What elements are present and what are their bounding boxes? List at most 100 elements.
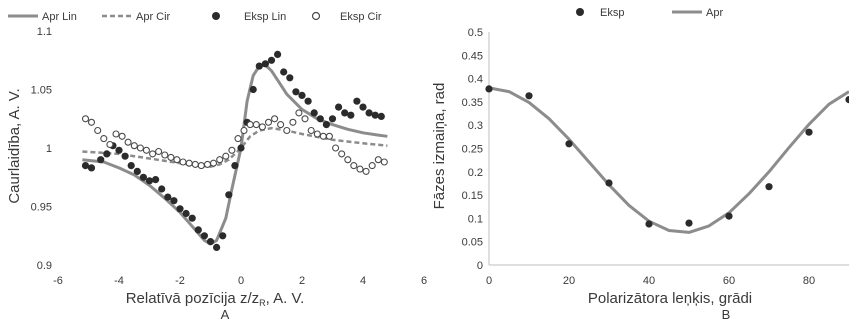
chart-b-ytick: 0: [477, 260, 483, 272]
chart-a-point-eksp-cir: [362, 167, 370, 175]
chart-a-ytick: 0.95: [31, 202, 52, 214]
chart-a-ytick: 1: [46, 143, 52, 155]
chart-b-ytick: 0.05: [462, 237, 483, 249]
chart-a-point-eksp-lin: [359, 103, 367, 111]
chart-a-point-eksp-lin: [316, 115, 324, 123]
chart-a-point-eksp-cir: [185, 159, 193, 167]
chart-b-point-eksp: [845, 96, 849, 104]
legend-apr-lin-label: Apr Lin: [42, 11, 77, 23]
chart-a-point-eksp-cir: [301, 115, 309, 123]
chart-a-point-eksp-lin: [347, 111, 355, 119]
chart-a-point-eksp-lin: [322, 121, 330, 129]
chart-a-series-apr-cir: [82, 126, 388, 168]
chart-a-point-eksp-lin: [81, 162, 90, 170]
legend-apr-label: Apr: [706, 7, 723, 19]
chart-b-xtick: 0: [486, 275, 492, 287]
chart-a-point-eksp-lin: [280, 68, 288, 76]
chart-a-point-eksp-lin: [152, 176, 160, 184]
chart-a-point-eksp-cir: [307, 126, 315, 135]
chart-a-point-eksp-cir: [161, 151, 169, 159]
chart-a-xtick: 2: [299, 275, 305, 287]
chart-a-point-eksp-lin: [164, 193, 172, 201]
chart-a-xtick: -2: [175, 275, 185, 287]
chart-a-point-eksp-cir: [87, 118, 96, 126]
chart-a-point-eksp-lin: [231, 162, 239, 170]
chart-a-point-eksp-cir: [118, 132, 126, 140]
chart-b-ytick: 0.4: [468, 74, 483, 86]
chart-a-point-eksp-cir: [264, 118, 273, 126]
chart-a-point-eksp-cir: [252, 121, 260, 129]
chart-a-point-eksp-lin: [145, 177, 154, 185]
chart-a-point-eksp-lin: [335, 103, 343, 111]
chart-a-point-eksp-lin: [371, 111, 379, 119]
chart-a-point-eksp-cir: [380, 158, 388, 166]
chart-a-point-eksp-lin: [267, 56, 276, 64]
chart-a-point-eksp-lin: [341, 109, 349, 117]
chart-b-xtick: 80: [803, 275, 815, 287]
chart-a-point-eksp-lin: [97, 156, 105, 164]
chart-a-point-eksp-lin: [115, 146, 123, 154]
chart-a-point-eksp-lin: [182, 209, 190, 218]
chart-b: Eksp Apr 0 20 40 60 80 0 0.05 0.1 0.15 0.2 0.25 0.3…: [431, 7, 849, 322]
chart-a-xtick: 0: [238, 275, 244, 287]
chart-a-point-eksp-cir: [203, 160, 212, 168]
chart-a-point-eksp-cir: [179, 158, 187, 166]
chart-a-point-eksp-cir: [289, 118, 297, 126]
legend-eksp-lin-swatch: [212, 12, 220, 20]
chart-b-ytick: 0.25: [462, 144, 483, 156]
chart-a-point-eksp-lin: [213, 243, 221, 251]
chart-a-point-eksp-cir: [258, 123, 266, 131]
chart-a-point-eksp-cir: [295, 109, 303, 117]
legend-eksp-lin-label: Eksp Lin: [244, 11, 286, 23]
chart-a-point-eksp-lin: [249, 85, 257, 94]
chart-a-point-eksp-lin: [261, 60, 269, 68]
chart-b-series-apr: [488, 86, 849, 234]
chart-a-point-eksp-cir: [228, 146, 236, 154]
chart-b-ytick: 0.35: [462, 97, 483, 109]
chart-a-point-eksp-cir: [374, 156, 382, 164]
chart-a-point-eksp-lin: [292, 88, 300, 96]
chart-a-point-eksp-lin: [219, 232, 227, 240]
chart-a-point-eksp-cir: [368, 162, 376, 170]
legend-apr-cir-label: Apr Cir: [136, 11, 171, 23]
chart-a-point-eksp-cir: [81, 115, 90, 123]
chart-a-point-eksp-lin: [133, 167, 141, 175]
chart-a-point-eksp-lin: [225, 191, 233, 199]
chart-b-xtick: 40: [643, 275, 655, 287]
chart-a-point-eksp-cir: [100, 135, 108, 143]
chart-a-point-eksp-cir: [283, 126, 291, 135]
legend-eksp-swatch: [576, 8, 584, 16]
chart-a-ylabel: Caurlaidība, A. V.: [6, 88, 23, 203]
chart-a-point-eksp-lin: [310, 109, 318, 117]
chart-b-point-eksp: [725, 212, 733, 220]
chart-b-ylabel: Fāzes izmaiņa, rad: [431, 83, 448, 210]
chart-a-point-eksp-lin: [365, 109, 373, 117]
chart-a-point-eksp-cir: [319, 132, 327, 140]
chart-a-point-eksp-cir: [350, 162, 358, 170]
chart-a-point-eksp-lin: [158, 185, 166, 193]
chart-a-point-eksp-cir: [142, 146, 150, 154]
chart-a-point-eksp-lin: [237, 144, 245, 152]
chart-a-point-eksp-lin: [304, 97, 312, 105]
chart-a-point-eksp-cir: [246, 121, 254, 129]
chart-a-point-eksp-lin: [139, 173, 147, 181]
chart-a-point-eksp-cir: [222, 152, 230, 160]
chart-a-point-eksp-cir: [313, 130, 321, 138]
chart-a-panel-label: A: [221, 307, 230, 322]
chart-a-point-eksp-cir: [338, 150, 346, 158]
chart-a-ytick: 0.9: [37, 260, 52, 272]
chart-a-marks: [81, 50, 388, 251]
chart-a-point-eksp-cir: [234, 135, 242, 143]
chart-a-point-eksp-lin: [274, 50, 282, 59]
chart-a-point-eksp-cir: [216, 156, 224, 164]
chart-a-point-eksp-cir: [356, 165, 364, 173]
chart-b-ticks: 0 20 40 60 80 0 0.05 0.1 0.15 0.2 0.25 0.3 0.35 0.4 0.…: [462, 27, 816, 287]
chart-a-point-eksp-lin: [121, 152, 129, 160]
chart-b-point-eksp: [525, 92, 533, 100]
chart-a-ytick: 1.1: [37, 26, 52, 38]
chart-a-point-eksp-cir: [106, 140, 114, 149]
chart-a-point-eksp-cir: [149, 150, 157, 158]
chart-a-point-eksp-cir: [136, 144, 144, 152]
chart-a-point-eksp-cir: [124, 138, 132, 146]
